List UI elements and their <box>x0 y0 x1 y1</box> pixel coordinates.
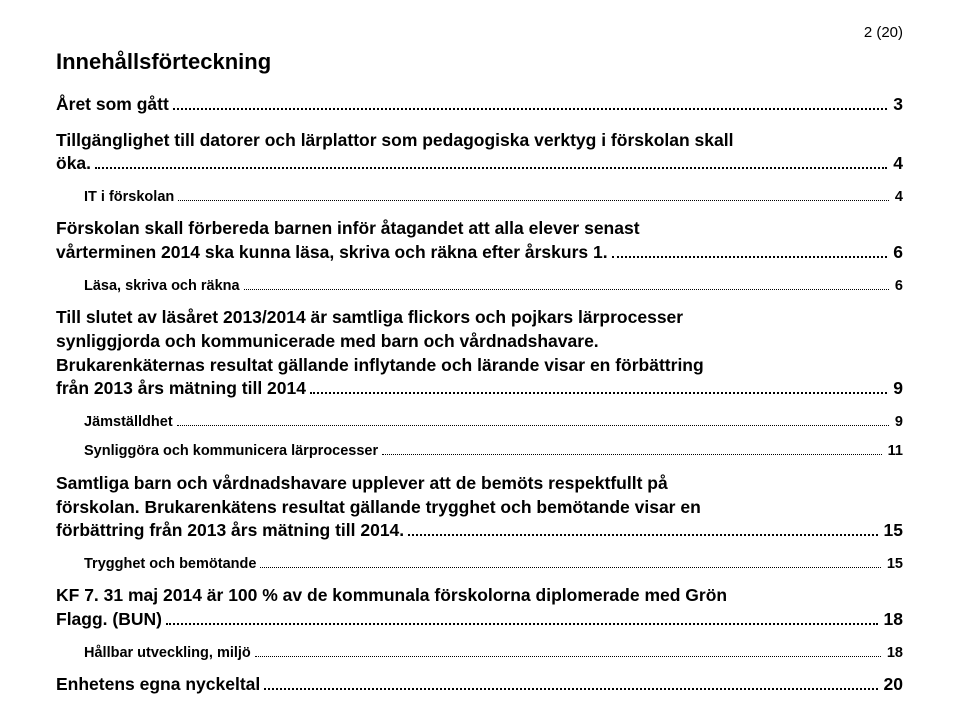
toc-entry-text: Till slutet av läsåret 2013/2014 är samt… <box>56 306 903 330</box>
toc-entry-text: Förskolan skall förbereda barnen inför å… <box>56 217 903 241</box>
toc-entry: Till slutet av läsåret 2013/2014 är samt… <box>56 306 903 401</box>
toc-entry-text: vårterminen 2014 ska kunna läsa, skriva … <box>56 241 608 265</box>
toc-entry-page: 6 <box>893 277 903 297</box>
toc-leader-dots <box>173 108 887 110</box>
toc-entry-page: 18 <box>885 644 903 664</box>
toc-entry-text: förskolan. Brukarenkätens resultat gälla… <box>56 496 903 520</box>
toc-entry: KF 7. 31 maj 2014 är 100 % av de kommuna… <box>56 584 903 631</box>
toc-leader-dots <box>255 656 881 657</box>
toc-entry: Jämställdhet 9 <box>56 413 903 433</box>
toc-entry: Läsa, skriva och räkna 6 <box>56 277 903 297</box>
toc-entry: Tillgänglighet till datorer och lärplatt… <box>56 129 903 176</box>
toc-leader-dots <box>244 289 889 290</box>
toc-entry-page: 6 <box>891 241 903 265</box>
toc-entry-text: Läsa, skriva och räkna <box>84 277 240 297</box>
toc-entry-page: 15 <box>882 519 903 543</box>
toc-heading: Innehållsförteckning <box>56 49 903 75</box>
toc-entry-page: 18 <box>882 608 903 632</box>
toc-leader-dots <box>408 534 877 536</box>
toc-leader-dots <box>166 623 878 625</box>
toc-entry: Trygghet och bemötande 15 <box>56 555 903 575</box>
toc-entry: Enhetens egna nyckeltal 20 <box>56 673 903 697</box>
toc-entry-page: 9 <box>891 377 903 401</box>
toc-entry-text: Flagg. (BUN) <box>56 608 162 632</box>
toc-entry: IT i förskolan 4 <box>56 188 903 208</box>
toc-entry-text: Jämställdhet <box>84 413 173 433</box>
toc-entry-text: KF 7. 31 maj 2014 är 100 % av de kommuna… <box>56 584 903 608</box>
toc-leader-dots <box>382 454 882 455</box>
toc-entry-page: 4 <box>893 188 903 208</box>
toc-leader-dots <box>310 392 887 394</box>
table-of-contents: Året som gått 3 Tillgänglighet till datore… <box>56 93 903 697</box>
page-indicator: 2 (20) <box>56 24 903 41</box>
toc-entry-text: Hållbar utveckling, miljö <box>84 644 251 664</box>
toc-leader-dots <box>260 567 880 568</box>
toc-entry-text: Samtliga barn och vårdnadshavare uppleve… <box>56 472 903 496</box>
toc-leader-dots <box>177 425 889 426</box>
toc-leader-dots <box>178 200 889 201</box>
toc-entry-text: från 2013 års mätning till 2014 <box>56 377 306 401</box>
toc-entry-text: Trygghet och bemötande <box>84 555 256 575</box>
toc-leader-dots <box>95 167 887 169</box>
toc-entry-page: 3 <box>891 93 903 117</box>
toc-entry: Synliggöra och kommunicera lärprocesser 1… <box>56 442 903 462</box>
toc-entry-text: öka. <box>56 152 91 176</box>
toc-entry-text: förbättring från 2013 års mätning till 2… <box>56 519 404 543</box>
toc-leader-dots <box>612 256 888 258</box>
toc-leader-dots <box>264 688 877 690</box>
toc-entry-page: 11 <box>886 442 903 462</box>
toc-entry: Samtliga barn och vårdnadshavare uppleve… <box>56 472 903 543</box>
toc-entry-text: Synliggöra och kommunicera lärprocesser <box>84 442 378 462</box>
toc-entry-text: IT i förskolan <box>84 188 174 208</box>
toc-entry-text: Enhetens egna nyckeltal <box>56 673 260 697</box>
toc-entry-page: 4 <box>891 152 903 176</box>
document-page: 2 (20) Innehållsförteckning Året som gåt… <box>0 0 959 697</box>
toc-entry-text: Året som gått <box>56 93 169 117</box>
toc-entry-text: Tillgänglighet till datorer och lärplatt… <box>56 129 903 153</box>
toc-entry-text: Brukarenkäternas resultat gällande infly… <box>56 354 903 378</box>
toc-entry-page: 9 <box>893 413 903 433</box>
toc-entry: Förskolan skall förbereda barnen inför å… <box>56 217 903 264</box>
toc-entry: Året som gått 3 <box>56 93 903 117</box>
toc-entry-page: 15 <box>885 555 903 575</box>
toc-entry-page: 20 <box>882 673 903 697</box>
toc-entry-text: synliggjorda och kommunicerade med barn … <box>56 330 903 354</box>
toc-entry: Hållbar utveckling, miljö 18 <box>56 644 903 664</box>
